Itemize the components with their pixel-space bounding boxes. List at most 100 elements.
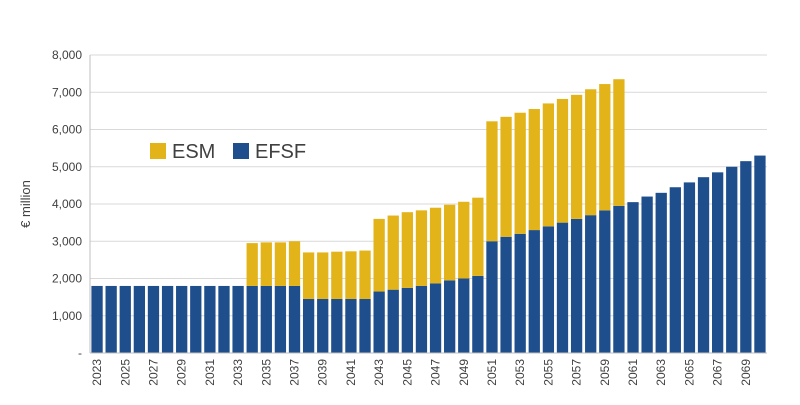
x-tick-label: 2037 — [288, 359, 302, 386]
bar-efsf-2031 — [204, 285, 216, 353]
bar-esm-2059 — [599, 84, 611, 211]
legend-label-esm: ESM — [172, 141, 215, 163]
bar-efsf-2032 — [218, 285, 230, 353]
bar-efsf-2051 — [486, 241, 498, 353]
x-tick-label: 2065 — [682, 359, 696, 386]
x-tick-label: 2039 — [316, 359, 330, 386]
bar-esm-2048 — [444, 204, 456, 281]
x-tick-label: 2051 — [485, 359, 499, 386]
bar-efsf-2025 — [119, 285, 131, 353]
x-tick-label: 2027 — [146, 359, 160, 386]
bar-efsf-2052 — [500, 236, 512, 353]
bar-esm-2049 — [458, 201, 470, 279]
bar-efsf-2050 — [472, 275, 484, 353]
bar-efsf-2061 — [627, 202, 639, 353]
bar-efsf-2059 — [599, 210, 611, 353]
bar-esm-2051 — [486, 121, 498, 242]
bar-efsf-2027 — [147, 285, 160, 353]
bar-esm-2053 — [514, 112, 526, 234]
series-efsf — [91, 155, 766, 353]
bar-efsf-2042 — [359, 298, 371, 353]
bar-efsf-2067 — [711, 172, 724, 353]
bar-efsf-2043 — [373, 291, 385, 353]
bar-efsf-2044 — [387, 289, 399, 353]
bar-esm-2052 — [500, 116, 512, 237]
bar-efsf-2066 — [697, 177, 710, 353]
bar-esm-2038 — [302, 252, 315, 299]
bar-efsf-2070 — [754, 155, 766, 353]
y-tick-label: 5,000 — [52, 160, 82, 174]
y-tick-label: - — [78, 346, 82, 360]
bar-efsf-2053 — [514, 233, 526, 353]
gridlines — [90, 54, 767, 317]
bar-efsf-2033 — [232, 285, 244, 353]
bar-efsf-2037 — [288, 285, 301, 353]
x-tick-label: 2041 — [344, 359, 358, 386]
bar-esm-2039 — [317, 252, 329, 299]
bar-efsf-2060 — [613, 205, 625, 353]
y-axis-label: € million — [18, 180, 33, 228]
bar-efsf-2029 — [176, 285, 188, 353]
y-tick-label: 1,000 — [52, 309, 82, 323]
x-tick-label: 2045 — [400, 359, 414, 386]
x-tick-label: 2023 — [90, 359, 104, 386]
bar-efsf-2023 — [91, 285, 103, 353]
x-tick-label: 2035 — [259, 359, 273, 386]
bar-efsf-2063 — [655, 192, 667, 353]
x-tick-label: 2029 — [175, 359, 189, 386]
bar-efsf-2045 — [401, 287, 413, 353]
bar-esm-2055 — [542, 103, 555, 227]
bar-efsf-2065 — [683, 182, 696, 353]
x-tick-label: 2049 — [457, 359, 471, 386]
legend: ESM EFSF — [150, 141, 306, 163]
bar-esm-2044 — [387, 215, 399, 290]
bar-efsf-2054 — [528, 230, 540, 353]
bar-efsf-2038 — [302, 298, 315, 353]
bar-esm-2046 — [415, 210, 428, 286]
bar-esm-2045 — [401, 212, 413, 288]
bar-efsf-2041 — [345, 298, 357, 353]
bar-esm-2041 — [345, 251, 357, 299]
bar-esm-2036 — [274, 242, 287, 286]
y-tick-label: 3,000 — [52, 234, 82, 248]
bar-efsf-2056 — [556, 222, 569, 353]
x-tick-label: 2059 — [598, 359, 612, 386]
bar-efsf-2028 — [161, 285, 174, 353]
bar-efsf-2047 — [429, 283, 442, 353]
x-tick-label: 2047 — [429, 359, 443, 386]
x-tick-label: 2031 — [203, 359, 217, 386]
legend-label-efsf: EFSF — [255, 141, 306, 163]
x-tick-labels: 2023 2025 2027 2029 2031 2033 2035 2037 2039 2041… — [90, 359, 753, 386]
bar-efsf-2057 — [570, 218, 583, 353]
bar-efsf-2048 — [444, 280, 456, 353]
x-tick-label: 2063 — [654, 359, 668, 386]
bars-layer — [91, 79, 766, 353]
y-tick-label: 2,000 — [52, 272, 82, 286]
bar-efsf-2039 — [317, 298, 329, 353]
bar-esm-2057 — [570, 94, 583, 219]
x-tick-label: 2025 — [118, 359, 132, 386]
x-tick-label: 2057 — [570, 359, 584, 386]
x-tick-label: 2033 — [231, 359, 245, 386]
bar-efsf-2069 — [740, 161, 752, 353]
bar-esm-2050 — [472, 197, 484, 276]
bar-efsf-2036 — [274, 285, 287, 353]
bar-efsf-2068 — [726, 166, 738, 353]
bar-efsf-2058 — [585, 215, 597, 353]
bar-efsf-2030 — [190, 285, 202, 353]
x-tick-label: 2069 — [739, 359, 753, 386]
x-tick-label: 2043 — [372, 359, 386, 386]
bar-efsf-2055 — [542, 226, 555, 353]
series-esm — [246, 79, 625, 299]
bar-efsf-2026 — [133, 285, 146, 353]
bar-efsf-2064 — [669, 187, 681, 353]
bar-esm-2034 — [246, 243, 258, 286]
bar-efsf-2035 — [260, 285, 272, 353]
bar-esm-2037 — [288, 241, 301, 286]
bar-esm-2042 — [359, 250, 371, 299]
y-tick-label: 4,000 — [52, 197, 82, 211]
bar-esm-2054 — [528, 109, 540, 231]
bar-esm-2056 — [556, 98, 569, 223]
